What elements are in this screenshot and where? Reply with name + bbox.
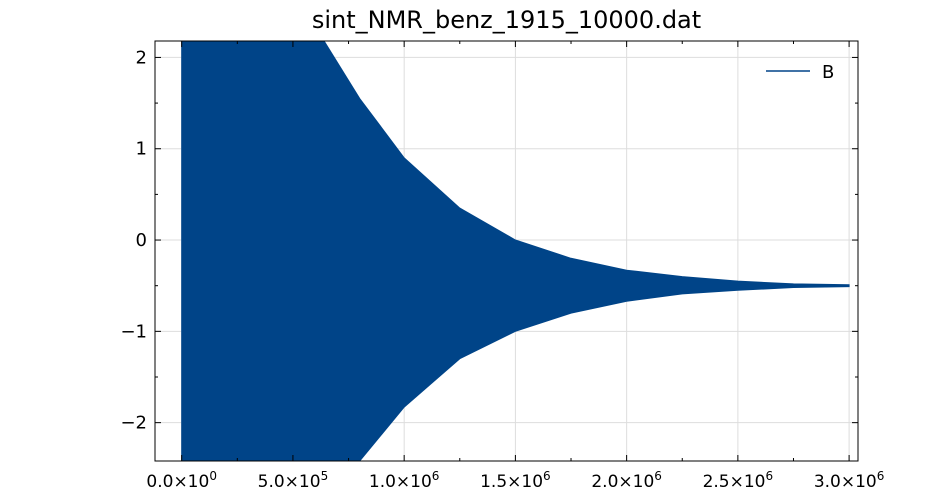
x-tick-label: 0.0×100	[146, 469, 217, 492]
legend-label: B	[822, 62, 834, 83]
x-tick-label: 1.5×106	[480, 469, 551, 492]
x-tick-label: 5.0×105	[258, 469, 329, 492]
y-tick-label: −1	[120, 321, 147, 342]
chart-title: sint_NMR_benz_1915_10000.dat	[311, 6, 702, 34]
series-B	[181, 41, 850, 461]
y-tick-label: 2	[136, 47, 147, 68]
x-tick-label: 2.0×106	[591, 469, 662, 492]
y-tick-label: −2	[120, 413, 147, 434]
y-tick-label: 1	[136, 139, 147, 160]
x-tick-label: 3.0×106	[814, 469, 885, 492]
x-tick-label: 1.0×106	[369, 469, 440, 492]
x-tick-label: 2.5×106	[703, 469, 774, 492]
plot-frame	[154, 40, 859, 462]
y-tick-label: 0	[136, 230, 147, 251]
